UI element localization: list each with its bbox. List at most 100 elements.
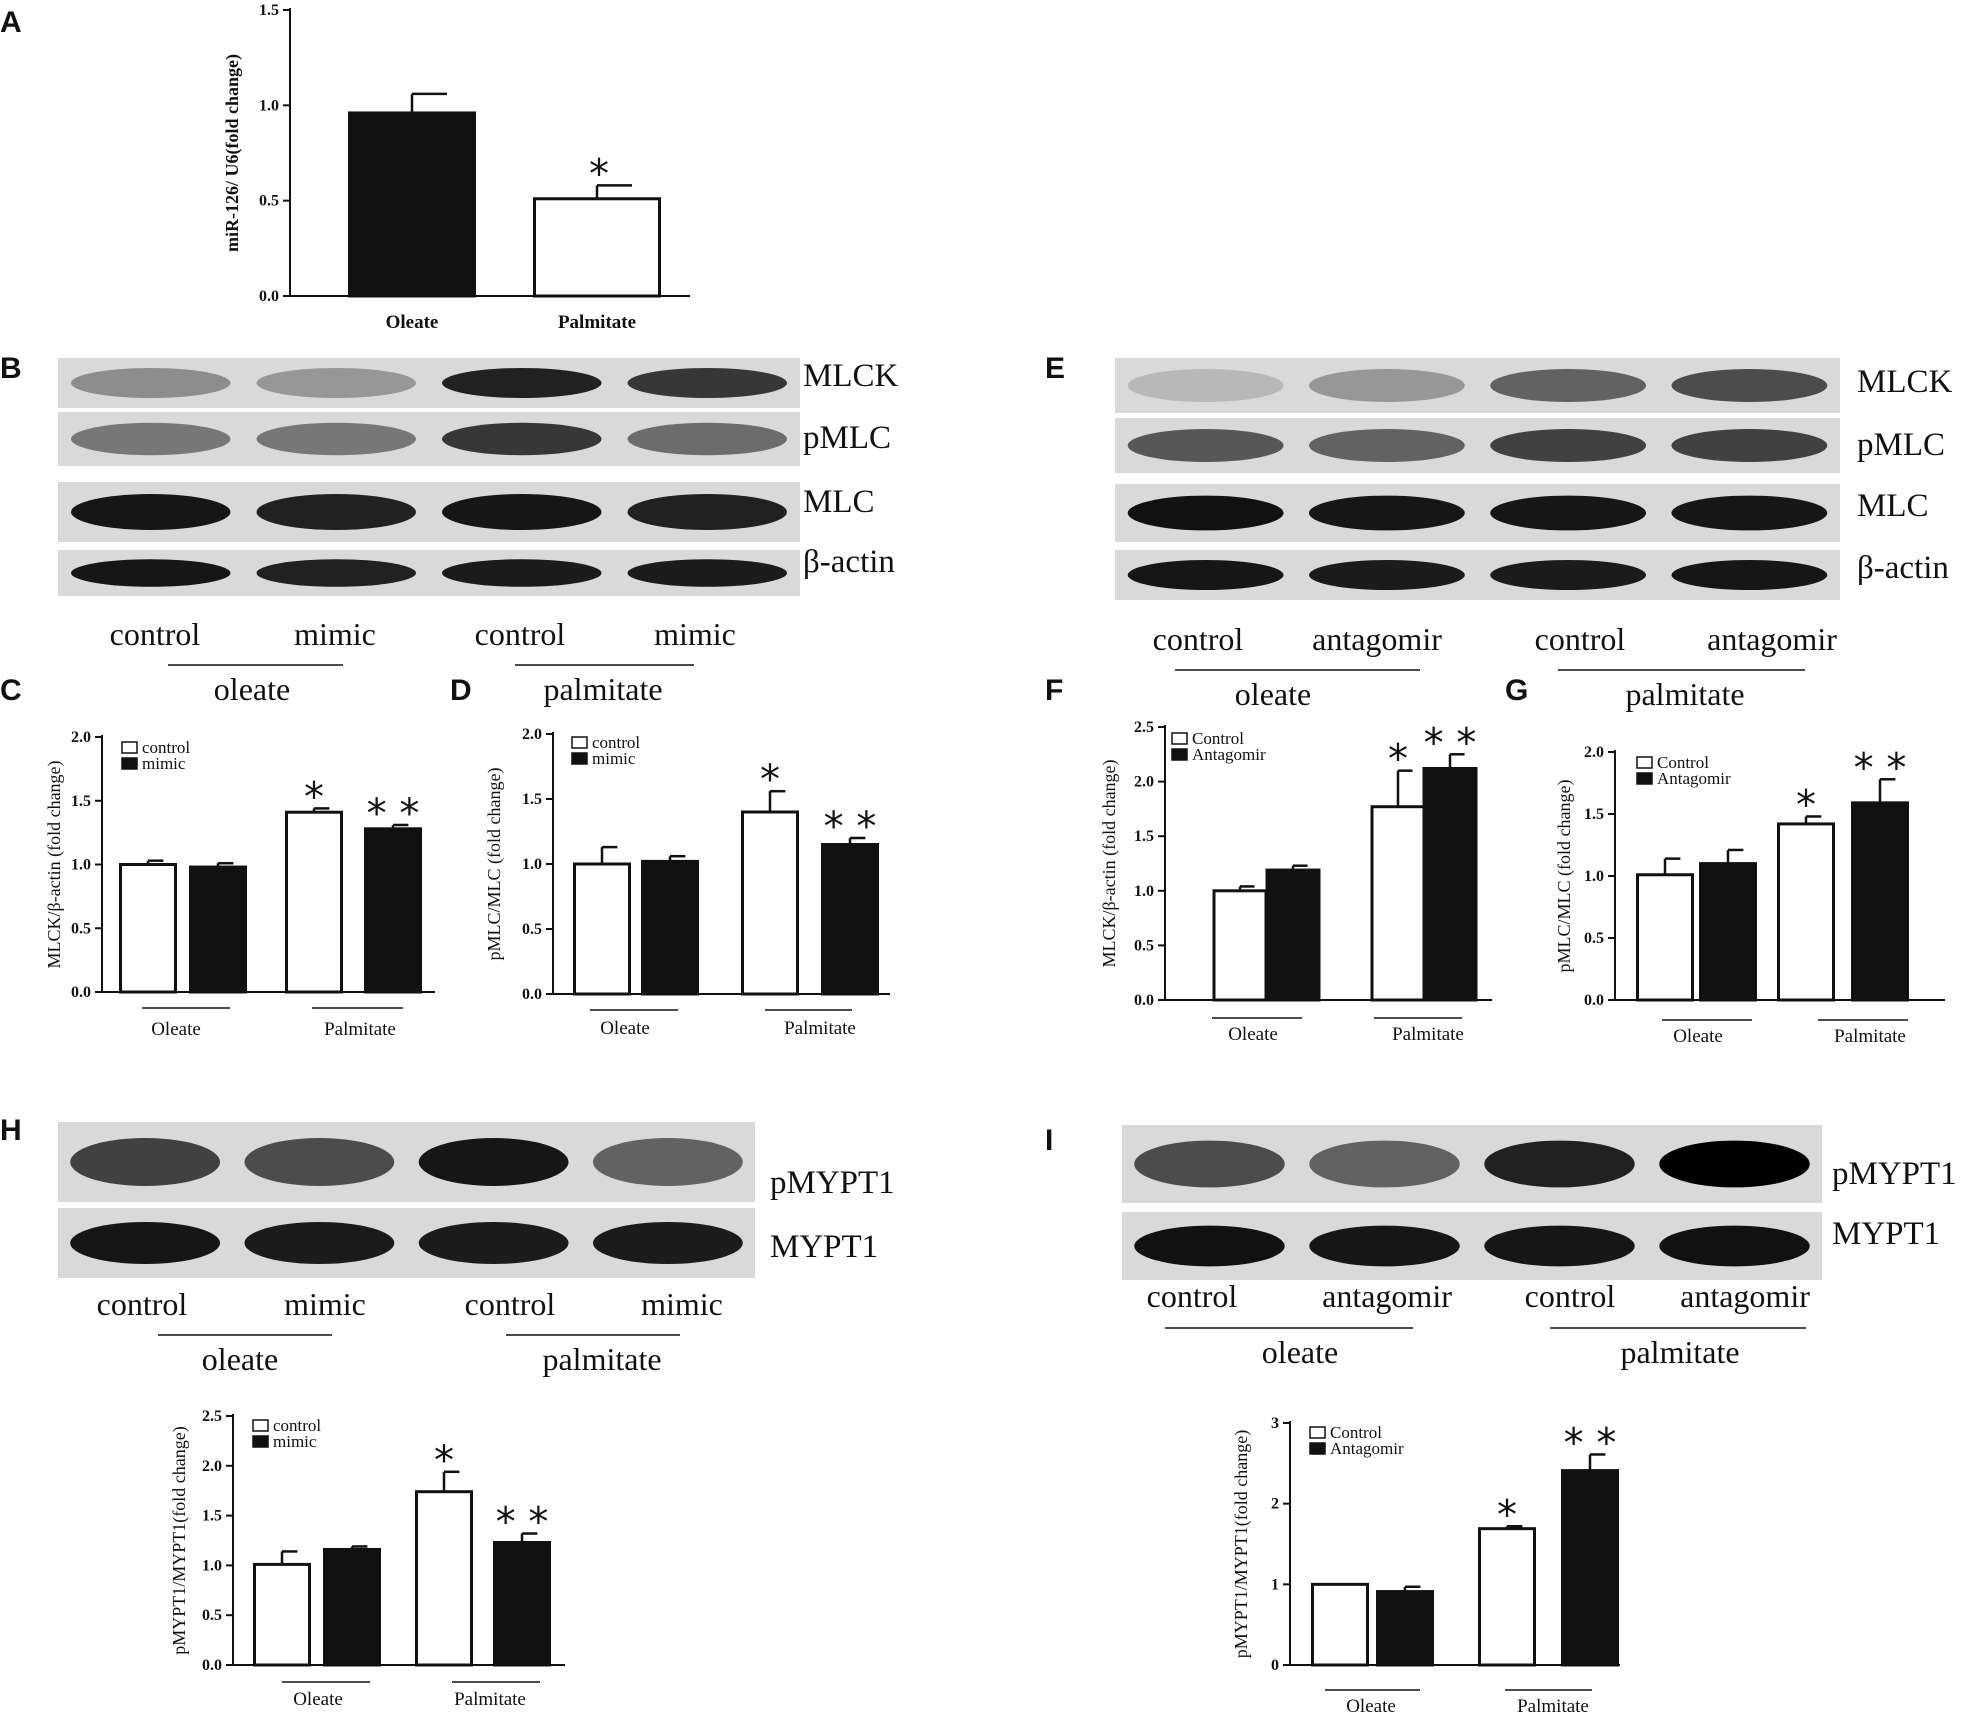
y-tick-label-d-0: 0.0 <box>522 986 542 1003</box>
y-tick-label-f-3: 1.5 <box>1134 828 1154 845</box>
bar-f-oleate-control <box>1212 889 1268 1002</box>
group-label-h-2: palmitate <box>542 1341 661 1377</box>
blot-band-e-mlc-1 <box>1127 495 1284 531</box>
blot-band-i-mypt1-3 <box>1484 1225 1635 1267</box>
panel-letter-g: G <box>1505 674 1528 707</box>
y-tick-label-g-4: 2.0 <box>1584 744 1604 761</box>
panel-letter-d: D <box>450 674 472 707</box>
blot-row-label-b-mlc: MLC <box>803 484 875 520</box>
lane-label-b-1: control <box>110 616 201 652</box>
blot-band-e-actin-1 <box>1127 560 1284 590</box>
y-tick-label-c-2: 1.0 <box>71 857 91 874</box>
blot-band-b-pmlc-3 <box>441 422 602 456</box>
blot-band-b-actin-3 <box>441 559 602 587</box>
panel-letter-i: I <box>1045 1124 1053 1157</box>
lane-label-i-1: control <box>1147 1278 1238 1314</box>
legend-swatch-d-control <box>571 736 588 749</box>
blot-band-e-actin-3 <box>1490 560 1647 590</box>
y-tick-label-f-4: 2.0 <box>1134 774 1154 791</box>
y-axis-label-h: pMYPT1/MYPT1(fold change) <box>169 1426 190 1654</box>
y-tick-label-i-0: 0 <box>1271 1657 1279 1674</box>
bar-f-oleate-antagomir <box>1265 868 1321 1002</box>
blot-row-label-b-actin: β-actin <box>803 544 895 580</box>
lane-label-e-4: antagomir <box>1707 621 1837 657</box>
blot-band-b-mlc-1 <box>70 494 231 530</box>
y-tick-label-f-1: 0.5 <box>1134 937 1154 954</box>
y-tick-label-h-1: 0.5 <box>202 1607 222 1624</box>
y-tick-label-i-3: 3 <box>1271 1415 1279 1432</box>
y-tick-label-c-3: 1.5 <box>71 793 91 810</box>
significance-mark-d-palmitate-mimic: * * <box>824 804 877 850</box>
y-axis-label-a: miR-126/ U6(fold change) <box>222 54 243 252</box>
x-category-label-a-oleate: Oleate <box>386 312 439 333</box>
blot-band-e-pmlc-1 <box>1127 429 1284 462</box>
significance-mark-g-palmitate-antagomir: * * <box>1854 745 1907 791</box>
y-axis-label-g: pMLC/MLC (fold change) <box>1554 780 1575 973</box>
bar-a-palmitate-value <box>533 197 661 298</box>
y-tick-label-h-0: 0.0 <box>202 1657 222 1674</box>
lane-label-b-4: mimic <box>654 616 736 652</box>
y-tick-label-h-4: 2.0 <box>202 1458 222 1475</box>
legend-label-g-control: Control <box>1657 753 1709 772</box>
y-axis-label-d: pMLC/MLC (fold change) <box>484 768 505 961</box>
lane-label-h-3: control <box>465 1286 556 1322</box>
x-category-label-c-palmitate: Palmitate <box>324 1019 396 1040</box>
bar-h-palmitate-mimic <box>493 1540 551 1667</box>
bar-h-oleate-control <box>253 1562 311 1667</box>
legend-swatch-c-control <box>121 741 138 754</box>
blot-band-b-mlc-2 <box>256 494 417 530</box>
blot-row-label-e-pmlc: pMLC <box>1857 427 1945 463</box>
blot-band-h-mypt1-1 <box>70 1222 221 1264</box>
bar-d-oleate-mimic <box>641 859 699 996</box>
blot-band-e-mlck-1 <box>1127 369 1284 402</box>
x-category-label-d-oleate: Oleate <box>600 1018 650 1039</box>
blot-band-e-mlck-2 <box>1308 369 1465 402</box>
x-category-label-g-palmitate: Palmitate <box>1834 1026 1906 1047</box>
y-tick-label-a-2: 1.0 <box>259 97 279 114</box>
chart-c: 0.0 0.5 1.0 1.5 2.0 MLCK/β-actin (fold change… <box>44 729 435 1040</box>
y-tick-label-h-5: 2.5 <box>202 1408 222 1425</box>
bar-c-palmitate-control <box>285 810 343 994</box>
y-tick-label-h-3: 1.5 <box>202 1508 222 1525</box>
group-label-i-1: oleate <box>1262 1334 1338 1370</box>
bar-d-palmitate-mimic <box>821 843 879 996</box>
lane-label-i-4: antagomir <box>1680 1278 1810 1314</box>
x-category-label-f-palmitate: Palmitate <box>1392 1024 1464 1045</box>
significance-mark-c-palmitate-mimic: * * <box>367 791 420 837</box>
blot-row-label-e-actin: β-actin <box>1857 550 1949 586</box>
blot-band-b-actin-4 <box>627 559 788 587</box>
bar-c-oleate-mimic <box>189 865 247 994</box>
y-tick-label-d-3: 1.5 <box>522 791 542 808</box>
bar-g-oleate-antagomir <box>1699 862 1757 1002</box>
bar-i-palmitate-control <box>1478 1527 1536 1667</box>
chart-f: 0.0 0.5 1.0 1.5 2.0 2.5 MLCK/β-actin (fold cha… <box>1099 719 1492 1045</box>
x-category-label-h-oleate: Oleate <box>293 1689 343 1710</box>
blot-row-label-e-mlck: MLCK <box>1857 364 1953 400</box>
x-category-label-h-palmitate: Palmitate <box>454 1689 526 1710</box>
blot-band-b-pmlc-1 <box>70 422 231 456</box>
legend-label-d-control: control <box>592 733 640 752</box>
legend-label-i-antagomir: Antagomir <box>1330 1439 1404 1458</box>
blot-band-b-mlck-3 <box>441 368 602 398</box>
blot-band-e-mlc-4 <box>1671 495 1828 531</box>
blot-band-h-mypt1-2 <box>244 1222 395 1264</box>
lane-label-i-3: control <box>1525 1278 1616 1314</box>
blot-band-i-pmypt1-1 <box>1134 1140 1285 1188</box>
bar-i-oleate-antagomir <box>1376 1590 1434 1667</box>
significance-mark-c-palmitate-control: * <box>304 774 324 820</box>
blot-band-b-pmlc-4 <box>627 422 788 456</box>
y-tick-label-a-0: 0.0 <box>259 288 279 305</box>
significance-mark-i-palmitate-antagomir: * * <box>1564 1420 1617 1466</box>
blot-band-h-pmypt1-2 <box>244 1138 395 1186</box>
x-category-label-a-palmitate: Palmitate <box>558 312 636 333</box>
bar-g-palmitate-antagomir <box>1851 801 1909 1002</box>
group-label-b-2: palmitate <box>543 671 662 707</box>
y-axis-label-f: MLCK/β-actin (fold change) <box>1099 759 1120 967</box>
x-category-label-g-oleate: Oleate <box>1673 1026 1723 1047</box>
legend-swatch-g-control <box>1636 756 1653 769</box>
legend-label-i-control: Control <box>1330 1423 1382 1442</box>
y-tick-label-g-0: 0.0 <box>1584 992 1604 1009</box>
legend-label-d-mimic: mimic <box>592 749 636 768</box>
lane-label-h-1: control <box>97 1286 188 1322</box>
